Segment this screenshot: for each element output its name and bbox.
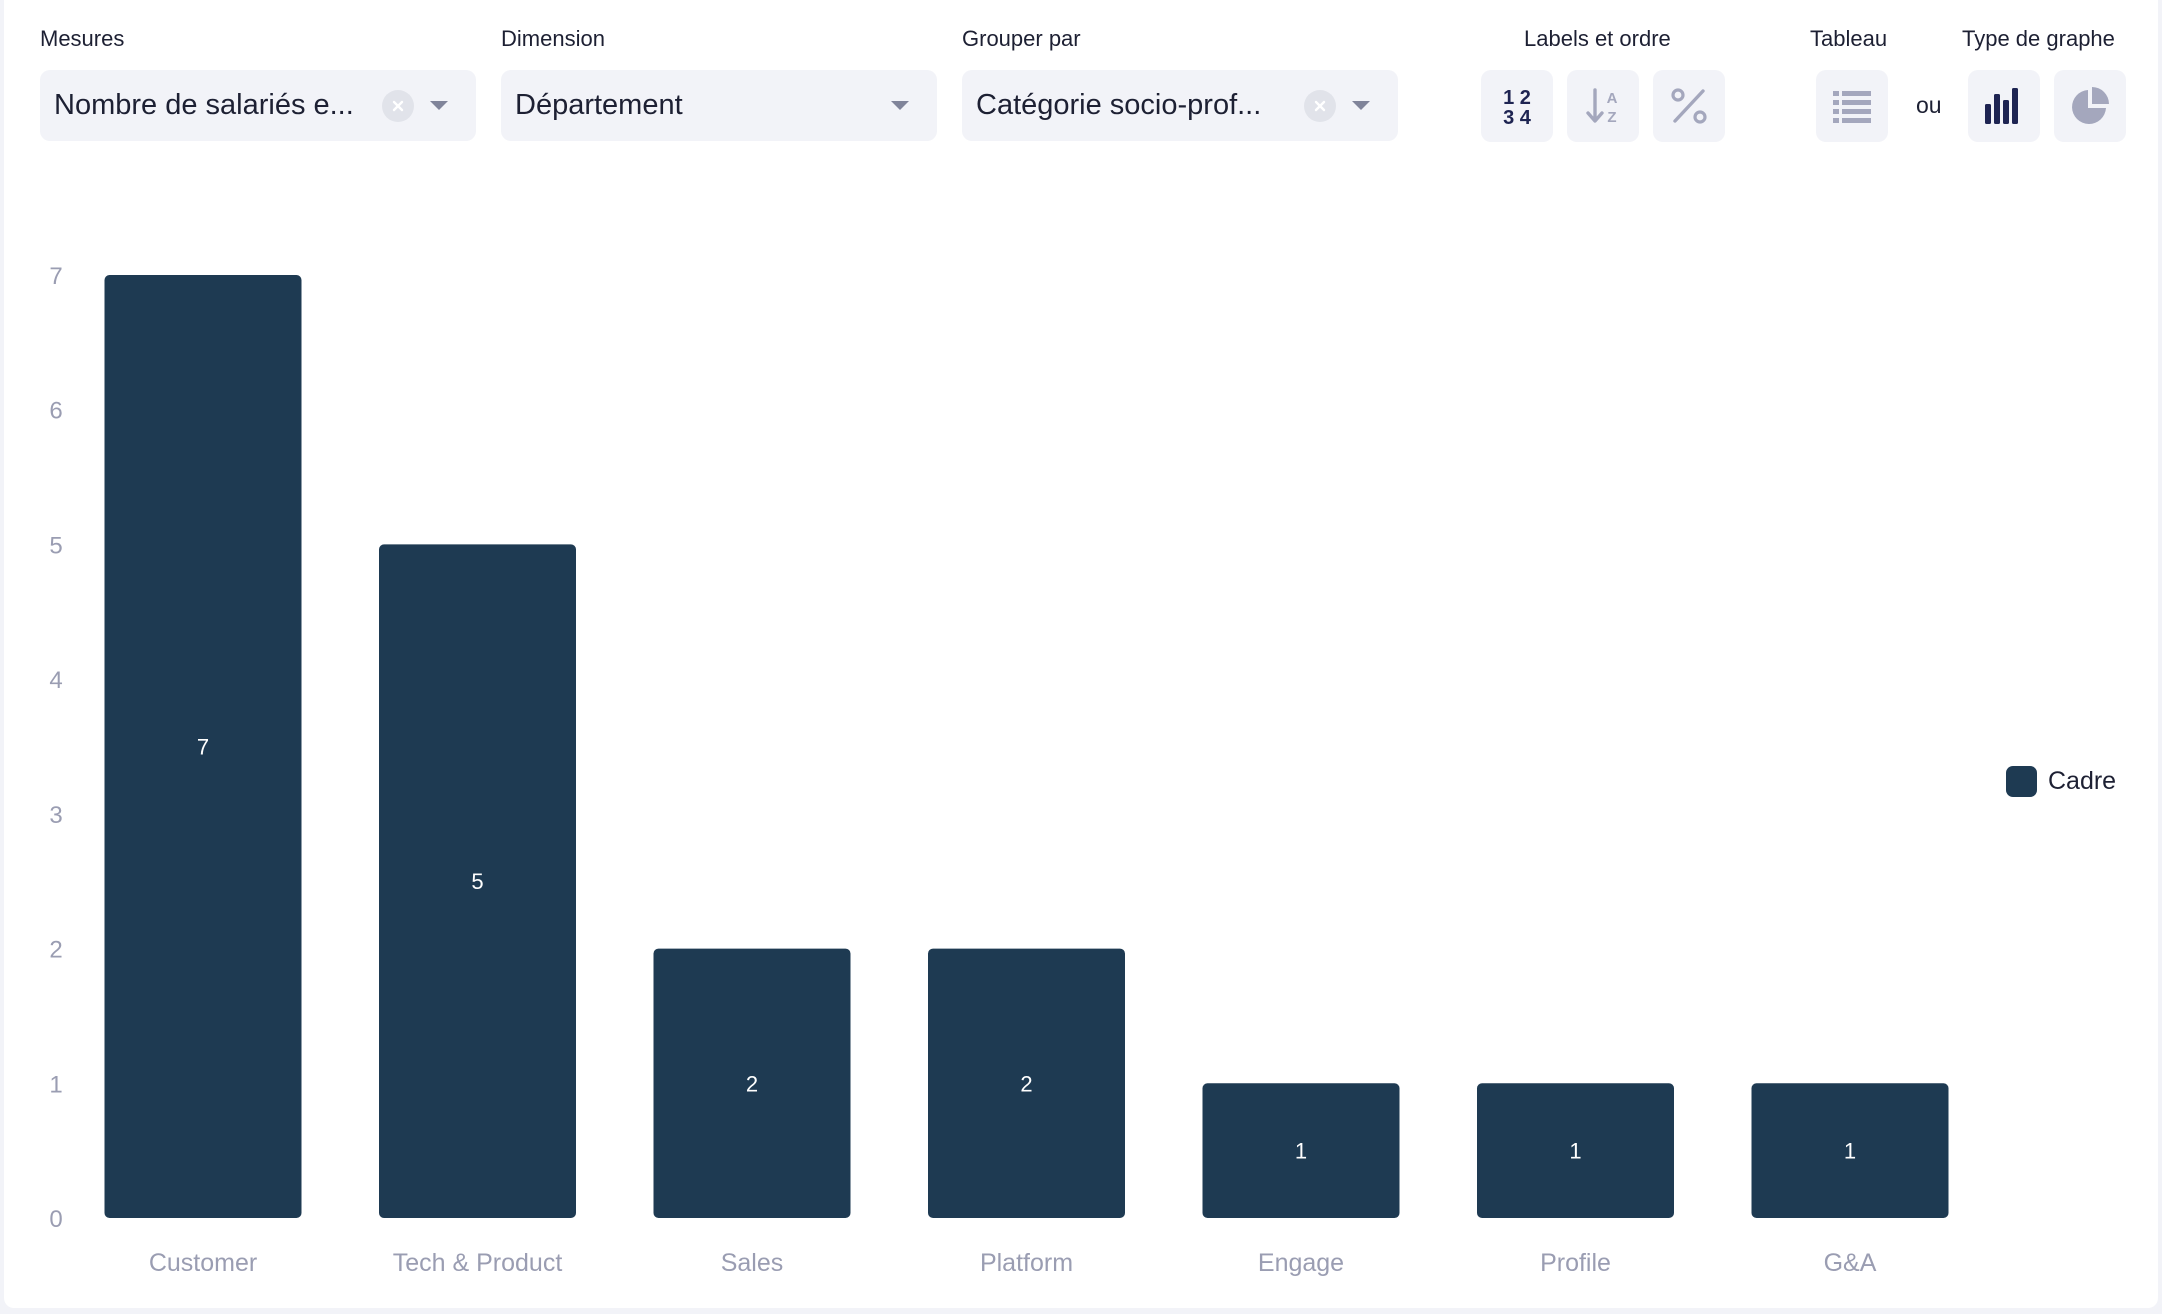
dimension-label: Dimension xyxy=(501,26,605,51)
dimension-select[interactable]: Département xyxy=(501,70,937,141)
or-text: ou xyxy=(1916,92,1942,118)
group-by-label: Grouper par xyxy=(962,26,1081,51)
pie-chart-button[interactable] xyxy=(2054,70,2126,142)
x-tick-label: Engage xyxy=(1258,1249,1344,1277)
x-tick-label: G&A xyxy=(1824,1249,1877,1277)
table-view-button[interactable] xyxy=(1816,70,1888,142)
svg-text:A: A xyxy=(1607,90,1618,107)
bar-value-label: 2 xyxy=(746,1071,758,1096)
labels-order-label: Labels et ordre xyxy=(1524,26,1671,51)
x-tick-label: Sales xyxy=(721,1249,784,1277)
show-values-button[interactable]: 1 2 3 4 xyxy=(1481,70,1553,142)
sort-alpha-icon: A Z xyxy=(1586,88,1618,126)
chart-legend: Cadre xyxy=(2006,766,2116,797)
table-label: Tableau xyxy=(1810,26,1888,51)
bar-chart-icon xyxy=(1985,88,2018,124)
group-by-value: Catégorie socio-prof... xyxy=(976,89,1262,121)
percent-icon xyxy=(1671,88,1707,124)
report-panel: Mesures Nombre de salariés e... Dimensio… xyxy=(4,0,2158,1308)
svg-text:3 4: 3 4 xyxy=(1503,107,1532,128)
svg-text:1 2: 1 2 xyxy=(1503,87,1531,109)
bar-value-label: 5 xyxy=(471,869,483,894)
bar-value-label: 2 xyxy=(1020,1071,1032,1096)
bar-chart-button[interactable] xyxy=(1968,70,2040,142)
y-tick-label: 3 xyxy=(49,802,62,829)
x-tick-label: Tech & Product xyxy=(393,1249,563,1277)
y-tick-label: 5 xyxy=(49,532,62,559)
bar[interactable] xyxy=(928,948,1125,1218)
dimension-value: Département xyxy=(515,89,683,121)
measures-label: Mesures xyxy=(40,26,125,51)
chevron-down-icon[interactable] xyxy=(891,101,909,110)
bar-value-label: 1 xyxy=(1295,1139,1307,1164)
measures-select[interactable]: Nombre de salariés e... xyxy=(40,70,476,141)
clear-group-by-icon[interactable] xyxy=(1304,89,1336,122)
legend-label: Cadre xyxy=(2048,767,2117,795)
bar-value-label: 7 xyxy=(197,735,209,760)
bar[interactable] xyxy=(379,544,576,1218)
chart-type-label: Type de graphe xyxy=(1962,26,2115,51)
bar-value-label: 1 xyxy=(1844,1139,1856,1164)
bar-value-label: 1 xyxy=(1569,1139,1581,1164)
pie-chart-icon xyxy=(2072,87,2109,124)
y-tick-label: 4 xyxy=(49,667,62,694)
y-tick-label: 6 xyxy=(49,398,62,425)
bar[interactable] xyxy=(1477,1083,1674,1218)
chevron-down-icon[interactable] xyxy=(430,101,448,110)
bar[interactable] xyxy=(1202,1083,1400,1218)
numbers-icon: 1 2 3 4 xyxy=(1503,87,1532,128)
y-tick-label: 1 xyxy=(49,1071,62,1098)
svg-text:Z: Z xyxy=(1607,109,1616,126)
bar[interactable] xyxy=(104,275,302,1218)
legend-swatch xyxy=(2006,766,2037,797)
percent-button[interactable] xyxy=(1653,70,1725,142)
measures-value: Nombre de salariés e... xyxy=(54,89,354,121)
y-tick-label: 7 xyxy=(49,263,62,290)
bar[interactable] xyxy=(1751,1083,1949,1218)
y-tick-label: 2 xyxy=(49,937,62,964)
x-tick-label: Customer xyxy=(149,1249,257,1277)
clear-measures-icon[interactable] xyxy=(382,89,414,122)
sort-button[interactable]: A Z xyxy=(1567,70,1639,142)
bar-chart: 0 1 2 3 4 5 6 7 7 Customer 5 Tech & Product 2 Sales 2 P… xyxy=(49,263,1949,1277)
list-icon xyxy=(1833,91,1871,123)
y-tick-label: 0 xyxy=(49,1206,62,1233)
chevron-down-icon[interactable] xyxy=(1352,101,1370,110)
x-tick-label: Platform xyxy=(980,1249,1073,1277)
x-tick-label: Profile xyxy=(1540,1249,1611,1277)
group-by-select[interactable]: Catégorie socio-prof... xyxy=(962,70,1398,141)
bar[interactable] xyxy=(653,948,851,1218)
